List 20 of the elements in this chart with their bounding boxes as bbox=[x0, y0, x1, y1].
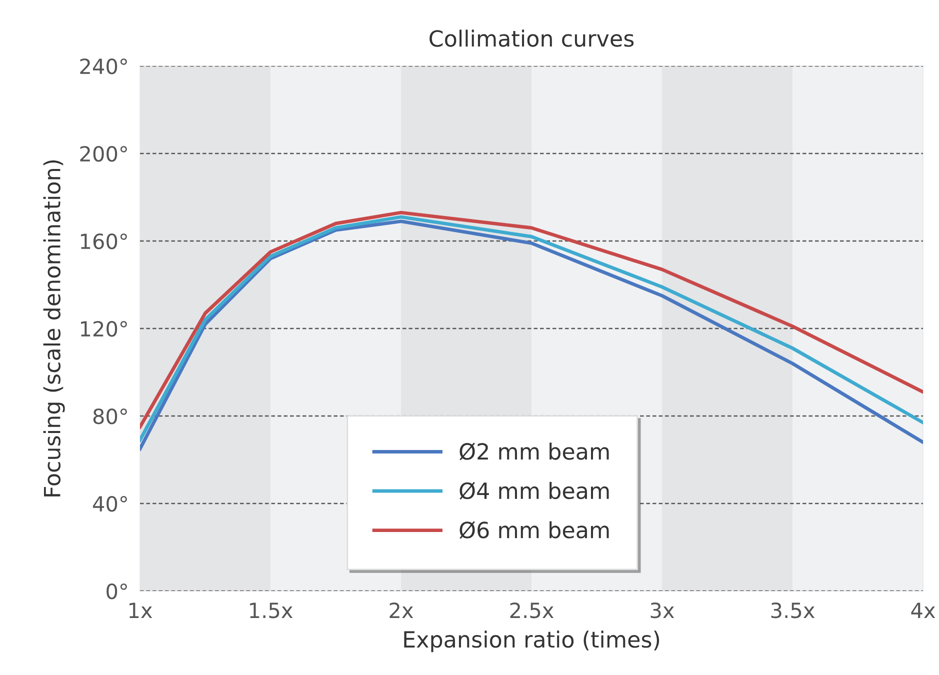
y-tick-label: 0° bbox=[106, 583, 127, 600]
x-axis-title: Expansion ratio (times) bbox=[404, 630, 660, 652]
x-tick-label: 1.5x bbox=[250, 602, 293, 618]
x-tick-label: 1x bbox=[129, 602, 152, 618]
chart-title: Collimation curves bbox=[430, 30, 634, 47]
y-axis-title: Focusing (scale denomination) bbox=[43, 160, 65, 496]
legend-label: Ø4 mm beam bbox=[460, 482, 609, 500]
x-tick-label: 2.5x bbox=[510, 602, 554, 618]
y-tick-label: 80° bbox=[93, 408, 127, 424]
legend-label: Ø6 mm beam bbox=[460, 521, 609, 539]
y-tick-label: 120° bbox=[80, 320, 127, 337]
legend-label: Ø2 mm beam bbox=[460, 442, 609, 460]
y-tick-label: 160° bbox=[80, 233, 127, 250]
x-tick-label: 2x bbox=[390, 602, 414, 618]
x-tick-label: 4x bbox=[911, 602, 936, 618]
y-tick-label: 200° bbox=[80, 146, 127, 162]
x-tick-label: 3x bbox=[650, 602, 674, 618]
y-tick-label: 40° bbox=[92, 496, 127, 512]
x-tick-label: 3.5x bbox=[771, 602, 815, 618]
y-tick-label: 240° bbox=[80, 58, 127, 74]
